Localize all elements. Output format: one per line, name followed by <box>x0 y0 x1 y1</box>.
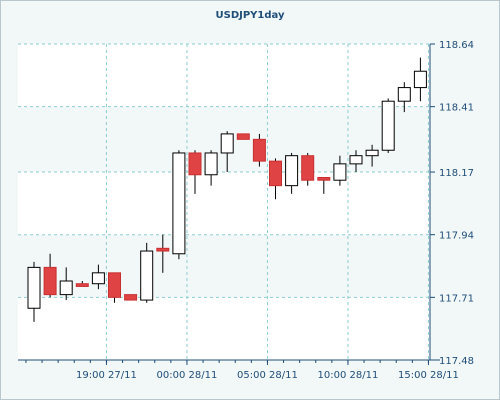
candle-body-bearish <box>269 160 282 187</box>
candle-body-bullish <box>172 152 186 255</box>
candle-body-bearish <box>108 272 121 298</box>
candle-body-bearish <box>156 247 170 252</box>
candle-body-bullish <box>140 250 154 301</box>
candle-body-bearish <box>75 283 89 287</box>
candle-body-bullish <box>333 163 347 181</box>
candle-body-bearish <box>317 176 331 181</box>
candle-body-bearish <box>252 138 266 162</box>
candle-body-bullish <box>27 266 41 309</box>
y-tick-label: 117.94 <box>439 231 474 242</box>
x-tick-label: 10:00 28/11 <box>318 370 379 381</box>
candle-body-bullish <box>413 70 427 89</box>
plot-area <box>18 44 430 360</box>
y-tick-label: 118.64 <box>439 40 474 51</box>
plot-band <box>18 234 430 298</box>
candle-body-bullish <box>397 87 411 102</box>
candle-body-bullish <box>349 155 363 165</box>
x-tick-label: 05:00 28/11 <box>237 370 298 381</box>
candle-body-bullish <box>285 155 299 187</box>
y-tick-label: 117.71 <box>439 293 474 304</box>
candle-body-bullish <box>365 149 379 157</box>
candle-body-bullish <box>59 280 73 296</box>
candle-body-bearish <box>236 133 250 140</box>
candle-body-bullish <box>204 152 218 176</box>
candle-body-bullish <box>220 133 234 154</box>
chart-title: USDJPY1day <box>215 10 285 21</box>
y-tick-label: 118.41 <box>439 103 474 114</box>
y-tick-label: 118.17 <box>439 168 474 179</box>
y-tick-label: 117.48 <box>439 356 474 367</box>
x-tick-label: 15:00 28/11 <box>398 370 459 381</box>
candle-body-bearish <box>43 266 57 296</box>
x-tick-label: 19:00 27/11 <box>76 370 137 381</box>
candle-body-bearish <box>188 152 202 176</box>
candle-body-bearish <box>301 155 315 181</box>
candle-body-bullish <box>91 272 105 285</box>
candle-body-bullish <box>381 100 395 151</box>
candle-body-bearish <box>124 294 138 301</box>
x-tick-label: 00:00 28/11 <box>157 370 218 381</box>
